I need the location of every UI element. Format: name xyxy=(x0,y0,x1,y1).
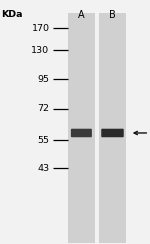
Text: 130: 130 xyxy=(31,46,50,54)
Text: 43: 43 xyxy=(37,164,50,173)
Text: A: A xyxy=(78,10,85,20)
FancyBboxPatch shape xyxy=(101,129,124,137)
Text: KDa: KDa xyxy=(2,10,23,19)
Bar xyxy=(99,13,126,243)
Text: B: B xyxy=(109,10,116,20)
Text: 170: 170 xyxy=(32,24,50,32)
Bar xyxy=(68,13,94,243)
Text: 95: 95 xyxy=(38,75,50,84)
Text: 55: 55 xyxy=(38,136,50,145)
FancyBboxPatch shape xyxy=(71,129,92,137)
Text: 72: 72 xyxy=(38,104,50,113)
